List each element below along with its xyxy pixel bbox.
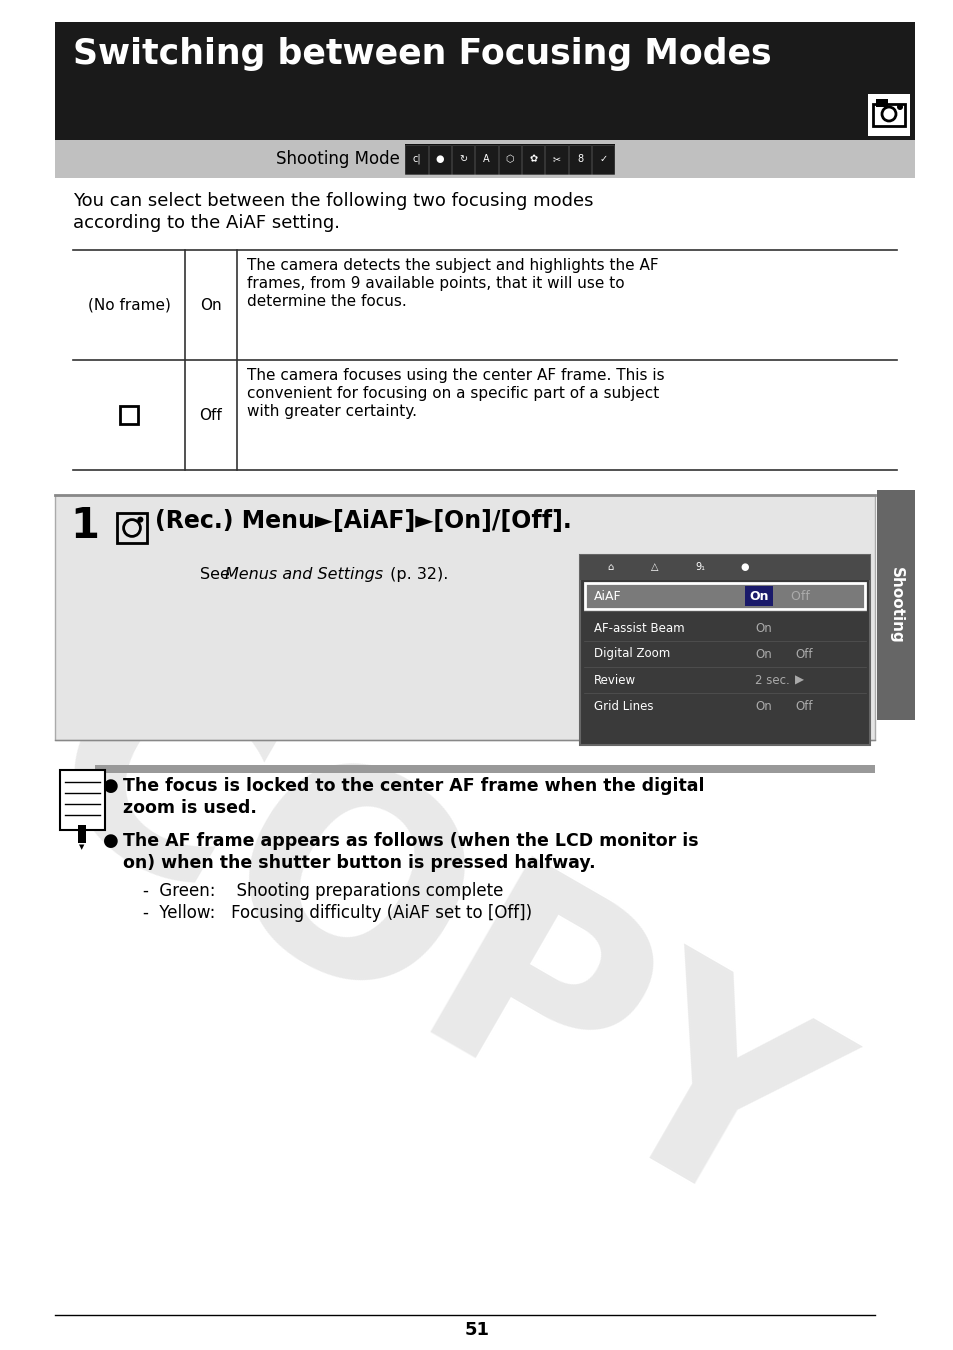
Bar xyxy=(579,555,869,580)
Bar xyxy=(55,495,874,740)
Text: ⌂: ⌂ xyxy=(606,562,613,572)
Text: ✿: ✿ xyxy=(529,154,537,163)
Text: On: On xyxy=(748,590,768,602)
Bar xyxy=(55,22,914,140)
Bar xyxy=(872,104,904,126)
Text: On: On xyxy=(754,699,771,713)
Circle shape xyxy=(137,517,143,522)
Bar xyxy=(55,140,914,178)
Text: Off: Off xyxy=(786,590,809,602)
Text: Shooting Mode: Shooting Mode xyxy=(275,150,399,167)
Text: The AF frame appears as follows (when the LCD monitor is: The AF frame appears as follows (when th… xyxy=(123,832,698,850)
Text: 2 sec.: 2 sec. xyxy=(754,674,789,687)
Bar xyxy=(475,144,497,174)
Circle shape xyxy=(896,104,902,109)
Text: You can select between the following two focusing modes: You can select between the following two… xyxy=(73,192,593,211)
Bar xyxy=(429,144,451,174)
Text: ▼: ▼ xyxy=(79,844,85,850)
Bar xyxy=(744,586,772,606)
Bar xyxy=(592,144,614,174)
Bar xyxy=(867,95,909,136)
Bar xyxy=(568,144,591,174)
Bar xyxy=(579,555,869,745)
Text: AF-assist Beam: AF-assist Beam xyxy=(594,621,684,634)
Text: ⬡: ⬡ xyxy=(505,154,514,163)
Text: 9₁: 9₁ xyxy=(695,562,704,572)
Text: zoom is used.: zoom is used. xyxy=(123,799,256,817)
Text: (Rec.) Menu►[AiAF]►[On]/[Off].: (Rec.) Menu►[AiAF]►[On]/[Off]. xyxy=(154,509,571,533)
Text: ●: ● xyxy=(436,154,444,163)
Bar xyxy=(875,99,887,107)
Text: ▶: ▶ xyxy=(794,674,803,687)
Text: COPY: COPY xyxy=(0,622,862,1278)
Text: The camera detects the subject and highlights the AF: The camera detects the subject and highl… xyxy=(247,258,658,273)
Text: A: A xyxy=(483,154,490,163)
Text: 8: 8 xyxy=(577,154,582,163)
Bar xyxy=(78,825,86,842)
Text: The focus is locked to the center AF frame when the digital: The focus is locked to the center AF fra… xyxy=(123,778,703,795)
Text: c|: c| xyxy=(412,154,420,165)
Text: △: △ xyxy=(651,562,659,572)
Text: ✓: ✓ xyxy=(598,154,607,163)
Text: Off: Off xyxy=(794,699,812,713)
Bar xyxy=(95,765,874,774)
Text: Switching between Focusing Modes: Switching between Focusing Modes xyxy=(73,36,771,72)
Text: On: On xyxy=(200,297,222,312)
Text: -  Yellow:   Focusing difficulty (AiAF set to [Off]): - Yellow: Focusing difficulty (AiAF set … xyxy=(143,904,532,922)
Bar xyxy=(60,769,105,830)
Text: with greater certainty.: with greater certainty. xyxy=(247,404,416,418)
Text: on) when the shutter button is pressed halfway.: on) when the shutter button is pressed h… xyxy=(123,855,595,872)
Text: Review: Review xyxy=(594,674,636,687)
Text: Grid Lines: Grid Lines xyxy=(594,699,653,713)
Text: ↻: ↻ xyxy=(458,154,467,163)
Bar xyxy=(120,406,138,424)
Text: AiAF: AiAF xyxy=(594,590,621,602)
Text: (p. 32).: (p. 32). xyxy=(385,567,448,582)
Text: frames, from 9 available points, that it will use to: frames, from 9 available points, that it… xyxy=(247,275,624,292)
Text: Shooting: Shooting xyxy=(887,567,902,644)
Text: 51: 51 xyxy=(464,1322,489,1339)
Text: convenient for focusing on a specific part of a subject: convenient for focusing on a specific pa… xyxy=(247,386,659,401)
Bar xyxy=(521,144,544,174)
Text: Off: Off xyxy=(794,648,812,660)
Text: ●: ● xyxy=(103,778,118,795)
Text: On: On xyxy=(754,648,771,660)
Text: ✂: ✂ xyxy=(552,154,560,163)
Text: (No frame): (No frame) xyxy=(88,297,171,312)
Bar xyxy=(452,144,474,174)
Text: ●: ● xyxy=(103,832,118,850)
Bar xyxy=(498,144,520,174)
Text: determine the focus.: determine the focus. xyxy=(247,294,406,309)
Text: ●: ● xyxy=(740,562,748,572)
Text: On: On xyxy=(754,621,771,634)
Text: Digital Zoom: Digital Zoom xyxy=(594,648,670,660)
Bar xyxy=(117,513,147,543)
Text: -  Green:    Shooting preparations complete: - Green: Shooting preparations complete xyxy=(143,882,503,900)
Text: Off: Off xyxy=(199,408,222,423)
Bar xyxy=(405,144,427,174)
Text: The camera focuses using the center AF frame. This is: The camera focuses using the center AF f… xyxy=(247,369,664,383)
Text: 1: 1 xyxy=(71,505,99,547)
Bar xyxy=(545,144,567,174)
Bar xyxy=(405,144,615,174)
Text: See: See xyxy=(200,567,234,582)
Text: Menus and Settings: Menus and Settings xyxy=(225,567,383,582)
Bar xyxy=(876,490,914,720)
Bar xyxy=(584,583,864,609)
Text: according to the AiAF setting.: according to the AiAF setting. xyxy=(73,215,339,232)
